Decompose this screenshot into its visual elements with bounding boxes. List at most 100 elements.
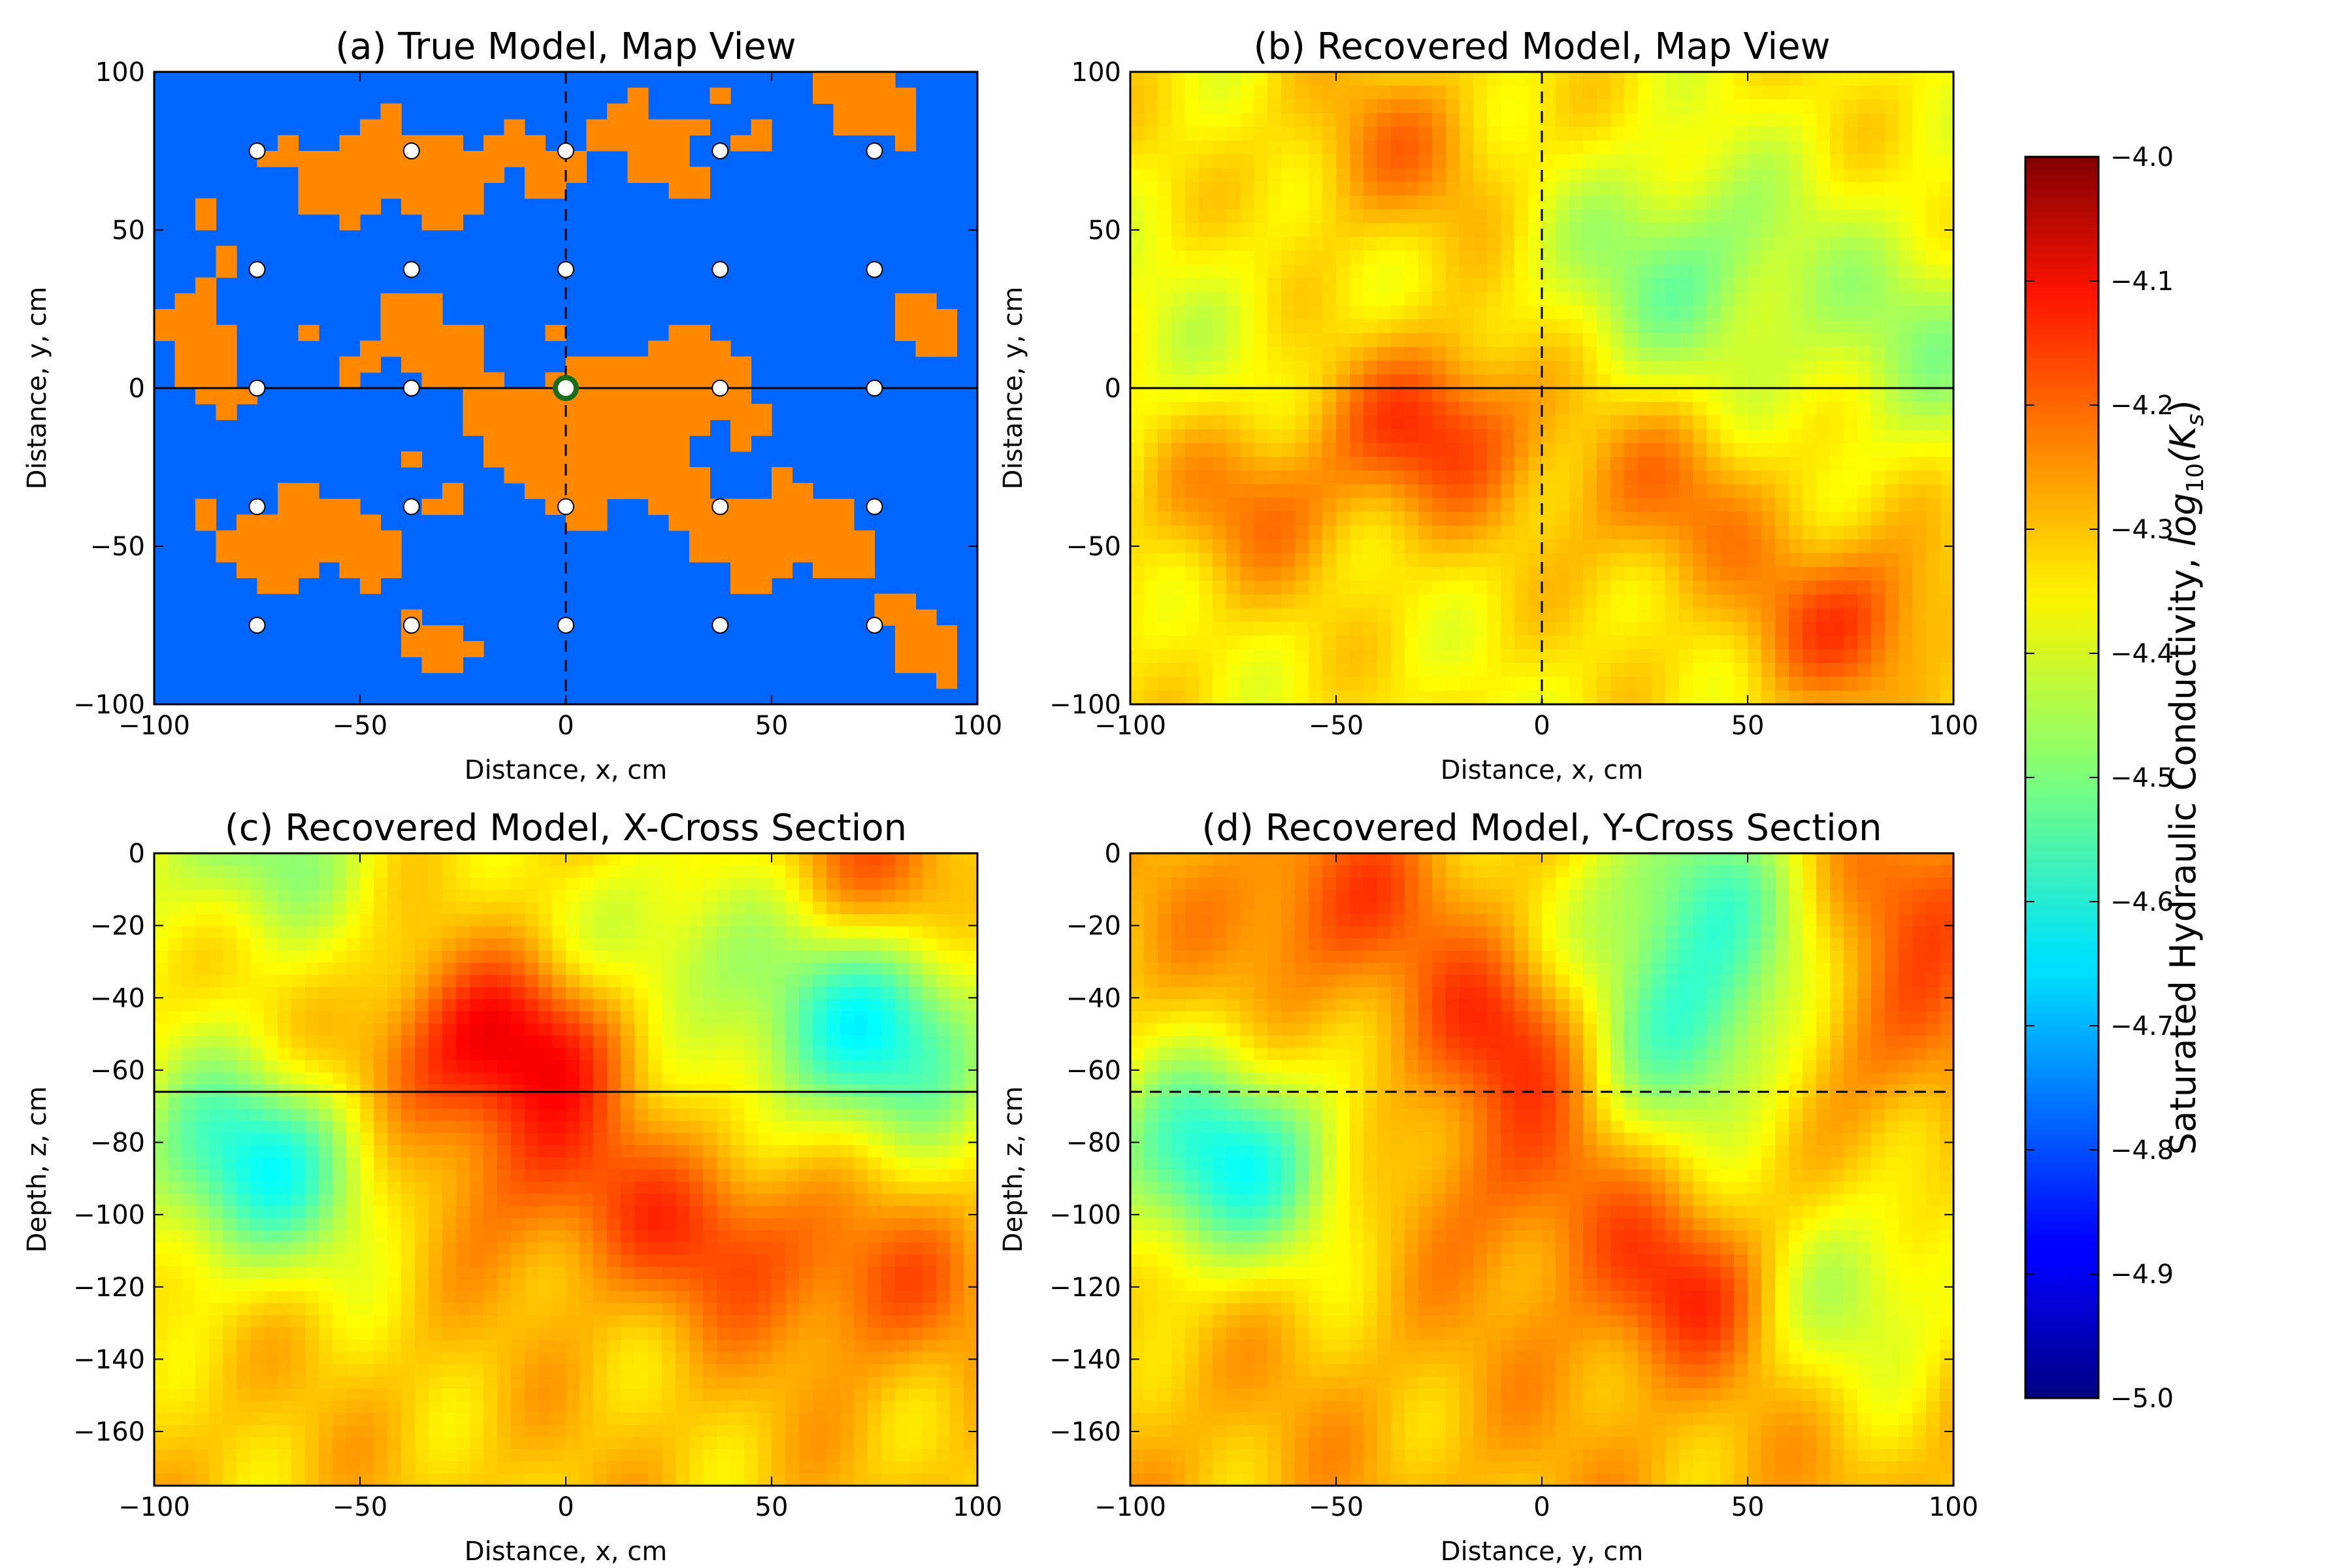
heat-cell [1665, 649, 1680, 664]
high-cell [298, 198, 319, 215]
heat-cell [1213, 113, 1227, 127]
heat-cell [168, 853, 182, 866]
heat-cell [1446, 429, 1460, 444]
heat-cell [1803, 553, 1817, 568]
heat-cell [1350, 264, 1364, 279]
sensor-point [711, 142, 729, 159]
heat-cell [1912, 525, 1927, 540]
heat-cell [1556, 319, 1570, 334]
heat-cell [1185, 182, 1200, 197]
heat-cell [1130, 140, 1145, 155]
high-cell [195, 277, 217, 294]
heat-cell [374, 1133, 388, 1146]
high-cell [566, 435, 587, 452]
heat-cell [1748, 580, 1762, 595]
heat-cell [1377, 333, 1392, 348]
heat-cell [1528, 470, 1543, 485]
high-cell [339, 198, 361, 215]
heat-cell [1432, 291, 1446, 306]
heat-cell [1171, 127, 1186, 141]
heat-cell [1940, 209, 1953, 224]
heat-cell [278, 962, 292, 975]
heat-cell [1789, 182, 1803, 197]
heat-cell [497, 975, 512, 988]
high-cell [586, 135, 608, 152]
heat-cell [1460, 346, 1474, 361]
heat-cell [1803, 195, 1817, 210]
heat-cell [1322, 566, 1337, 581]
high-cell [339, 135, 361, 152]
heat-cell [1556, 525, 1570, 540]
heat-cell [607, 1194, 621, 1207]
heat-cell [1583, 168, 1597, 183]
heat-cell [1487, 127, 1501, 141]
heat-cell [333, 865, 347, 878]
heat-cell [881, 1157, 896, 1170]
heat-cell [525, 853, 539, 866]
heat-cell [840, 999, 855, 1012]
heat-cell [154, 1120, 169, 1134]
heat-cell [689, 1157, 704, 1170]
heat-cell [1857, 635, 1872, 650]
heat-cell [1226, 388, 1241, 402]
heat-cell [703, 962, 717, 975]
heat-cell [1610, 525, 1625, 540]
heat-cell [1912, 402, 1927, 416]
heat-cell [1226, 470, 1241, 485]
heat-cell [1679, 140, 1693, 155]
heat-cell [1665, 553, 1680, 568]
heat-cell [1158, 319, 1172, 334]
heat-cell [1336, 140, 1350, 155]
heat-cell [1405, 429, 1419, 444]
heat-cell [607, 1120, 621, 1134]
heat-cell [1377, 662, 1392, 678]
heat-cell [1322, 99, 1337, 114]
heat-cell [1528, 649, 1543, 664]
heat-cell [593, 1060, 608, 1073]
heat-cell [1624, 539, 1639, 554]
high-cell [504, 119, 525, 136]
heat-cell [1350, 154, 1364, 169]
heat-cell [799, 914, 813, 927]
heat-cell [237, 1157, 251, 1170]
heat-cell [964, 853, 977, 866]
heat-cell [387, 950, 402, 964]
heat-cell [1926, 470, 1940, 485]
heat-cell [1693, 580, 1707, 595]
heat-cell [1185, 635, 1200, 650]
heat-cell [840, 1145, 855, 1158]
heat-cell [346, 1060, 361, 1073]
heat-cell [1789, 498, 1803, 513]
heat-cell [1528, 498, 1543, 513]
heat-cell [209, 950, 223, 964]
high-cell [730, 514, 752, 531]
high-cell [915, 641, 937, 657]
heat-cell [1569, 237, 1584, 252]
heat-cell [1336, 346, 1350, 361]
heat-cell [1364, 690, 1378, 704]
heat-cell [895, 889, 909, 903]
heat-cell [1597, 402, 1611, 416]
heat-cell [1940, 374, 1953, 389]
heat-cell [1926, 374, 1940, 389]
heat-cell [250, 1096, 265, 1109]
heat-cell [1707, 278, 1721, 293]
heat-cell [1391, 649, 1405, 664]
heat-cell [1597, 209, 1611, 224]
heat-cell [1528, 113, 1543, 127]
high-cell [915, 309, 937, 325]
heat-cell [1213, 209, 1227, 224]
heat-cell [1364, 525, 1378, 540]
heat-cell [1528, 457, 1543, 471]
heat-cell [1322, 291, 1337, 306]
heat-cell [689, 1108, 704, 1122]
heat-cell [1199, 374, 1213, 389]
heat-cell [634, 1096, 649, 1109]
panel-c-title: (c) Recovered Model, X-Cross Section [225, 807, 907, 849]
heat-cell [1775, 278, 1789, 293]
heat-cell [415, 999, 429, 1012]
heat-cell [1556, 209, 1570, 224]
high-cell [298, 514, 319, 531]
heat-cell [895, 938, 909, 951]
heat-cell [1789, 168, 1803, 183]
